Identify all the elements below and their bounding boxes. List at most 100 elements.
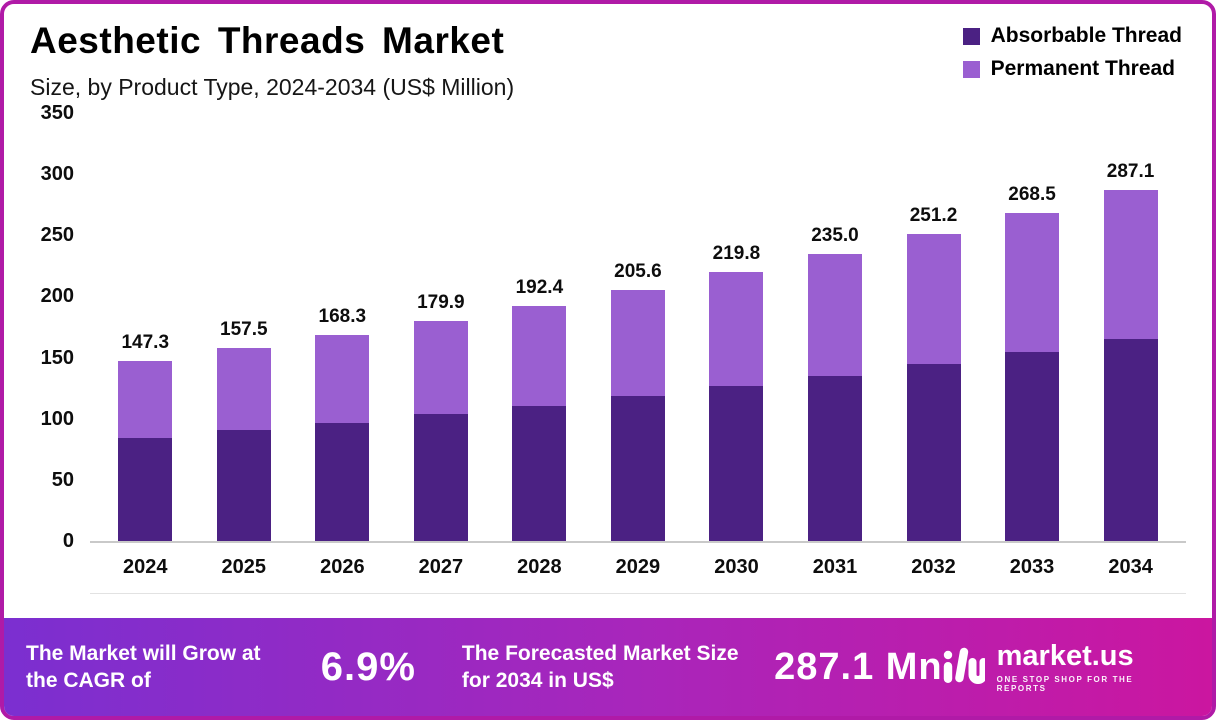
bar-segment — [216, 430, 271, 541]
bar-group: 287.1 — [1103, 160, 1158, 541]
bar-total-label: 179.9 — [417, 292, 465, 314]
bar-segment — [610, 289, 665, 397]
brand-tagline: ONE STOP SHOP FOR THE REPORTS — [996, 674, 1134, 693]
bar-segment — [1103, 338, 1158, 541]
bar-group: 192.4 — [512, 276, 567, 541]
bar-group: 268.5 — [1005, 183, 1060, 541]
y-axis-tick: 350 — [40, 102, 74, 124]
x-axis-label: 2024 — [123, 556, 168, 578]
bar-segment — [118, 360, 173, 438]
y-axis-tick: 200 — [40, 285, 74, 308]
x-axis-label: 2025 — [221, 556, 267, 578]
x-axis-label: 2031 — [812, 556, 858, 578]
bar-segment — [413, 321, 468, 415]
y-axis-tick: 50 — [51, 468, 74, 491]
bar-total-label: 268.5 — [1008, 183, 1056, 205]
bar-segment — [1005, 351, 1060, 541]
bar-total-label: 251.2 — [909, 204, 958, 226]
bar-segment — [512, 305, 567, 406]
bar-segment — [906, 233, 961, 365]
chart-region: 350 300 250 200 150 100 50 0 147.3 157.5 168.3 179… — [30, 102, 1186, 594]
bar-segment — [906, 364, 961, 541]
chart-content: Aesthetic Threads Market Size, by Produc… — [4, 4, 1212, 618]
x-axis-label: 2030 — [714, 556, 759, 578]
stacked-bar — [413, 321, 468, 541]
x-axis-label: 2029 — [615, 556, 661, 578]
bar-total-label: 192.4 — [515, 276, 564, 298]
bar-total-label: 157.5 — [220, 319, 268, 341]
y-axis-tick: 0 — [62, 529, 74, 552]
chart-header: Aesthetic Threads Market Size, by Produc… — [30, 20, 1186, 101]
bar-segment — [709, 386, 764, 541]
chart-title: Aesthetic Threads Market — [30, 20, 505, 61]
bar-group: 219.8 — [709, 243, 764, 541]
bar-segment — [315, 335, 370, 423]
legend-item-absorbable: Absorbable Thread — [962, 24, 1182, 48]
stacked-bar — [512, 305, 567, 541]
brand-block: market.us ONE STOP SHOP FOR THE REPORTS — [943, 639, 1190, 693]
bar-total-label: 235.0 — [811, 224, 859, 246]
legend-swatch — [962, 27, 980, 45]
bar-segment — [709, 272, 764, 387]
bar-group: 168.3 — [315, 306, 370, 541]
bar-total-label: 205.6 — [614, 260, 662, 282]
bar-segment — [807, 253, 862, 376]
market-us-logo-icon — [943, 646, 988, 689]
legend-label: Absorbable Thread — [990, 24, 1182, 47]
bar-group: 205.6 — [610, 260, 665, 541]
y-axis-tick: 150 — [40, 346, 74, 369]
forecast-text: The Forecasted Market Size for 2034 in U… — [461, 641, 739, 692]
stacked-bar — [807, 253, 862, 541]
cagr-value: 6.9% — [320, 644, 416, 689]
legend-item-permanent: Permanent Thread — [962, 57, 1182, 81]
y-axis: 350 300 250 200 150 100 50 0 — [30, 102, 90, 552]
bar-segment — [610, 396, 665, 541]
stacked-bar — [216, 348, 271, 541]
bar-segment — [512, 405, 567, 541]
bar-total-label: 219.8 — [712, 243, 761, 265]
stacked-bar — [610, 289, 665, 541]
legend-swatch — [962, 60, 980, 78]
stacked-bar — [906, 233, 961, 541]
x-axis-row: 2024 2025 2026 2027 2028 2029 2030 2031 2032 2033… — [90, 556, 1186, 594]
bar-group: 147.3 — [118, 331, 173, 541]
stacked-bar — [315, 335, 370, 541]
x-axis-label: 2032 — [911, 556, 956, 578]
bottom-banner: The Market will Grow at the CAGR of 6.9%… — [4, 618, 1212, 716]
legend: Absorbable Thread Permanent Thread — [962, 24, 1182, 90]
bar-group: 235.0 — [807, 224, 862, 541]
bar-segment — [1103, 189, 1158, 339]
cagr-text: The Market will Grow at the CAGR of — [26, 641, 261, 692]
brand-text: market.us ONE STOP SHOP FOR THE REPORTS — [996, 639, 1184, 693]
y-axis-tick: 250 — [40, 224, 74, 247]
bar-total-label: 147.3 — [121, 331, 170, 353]
x-axis-label: 2033 — [1009, 556, 1055, 578]
stacked-bar — [1005, 212, 1060, 541]
x-axis-label: 2026 — [320, 556, 365, 578]
bar-total-label: 287.1 — [1106, 160, 1155, 182]
bar-segment — [216, 348, 271, 431]
x-axis-label: 2028 — [517, 556, 562, 578]
x-axis-label: 2034 — [1108, 556, 1153, 578]
legend-label: Permanent Thread — [990, 57, 1176, 80]
x-axis-label: 2027 — [418, 556, 464, 578]
bar-segment — [807, 375, 862, 541]
bar-total-label: 168.3 — [318, 306, 367, 328]
stacked-bar — [709, 272, 764, 541]
y-axis-tick: 300 — [40, 163, 74, 186]
stacked-bar — [1103, 189, 1158, 541]
stacked-bar — [118, 360, 173, 541]
chart-subtitle: Size, by Product Type, 2024-2034 (US$ Mi… — [30, 74, 515, 100]
brand-name: market.us — [996, 639, 1134, 672]
bar-segment — [1005, 212, 1060, 352]
plot-wrap: 147.3 157.5 168.3 179.9 192.4 205.6 219.8 235.0… — [90, 113, 1186, 594]
bar-segment — [315, 422, 370, 541]
y-axis-tick: 100 — [40, 407, 74, 430]
bar-segment — [413, 414, 468, 541]
bar-group: 251.2 — [906, 204, 961, 541]
bar-group: 157.5 — [216, 319, 271, 541]
bar-segment — [118, 437, 173, 541]
forecast-value: 287.1 Mn — [774, 645, 943, 688]
plot-area: 147.3 157.5 168.3 179.9 192.4 205.6 219.8 235.0… — [90, 113, 1186, 543]
